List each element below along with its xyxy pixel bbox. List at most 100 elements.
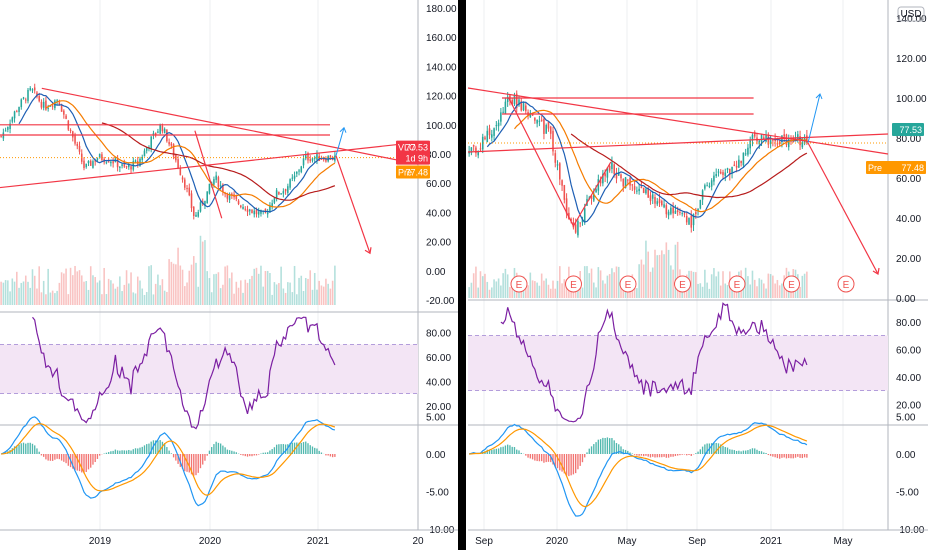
macd-histogram-bar <box>600 439 601 454</box>
candle <box>670 208 672 214</box>
volume-bar <box>56 291 58 305</box>
volume-bar <box>253 269 255 305</box>
volume-bar <box>761 280 763 298</box>
macd-histogram-bar <box>518 450 519 454</box>
candle <box>244 209 246 210</box>
macd-histogram-bar <box>204 454 205 461</box>
candle <box>663 204 665 207</box>
candle <box>523 103 525 110</box>
macd-histogram-bar <box>516 450 517 454</box>
macd-histogram-bar <box>43 454 44 457</box>
candle <box>157 132 159 133</box>
volume-bar <box>318 281 320 305</box>
volume-bar <box>756 286 758 298</box>
macd-histogram-bar <box>573 454 574 474</box>
volume-bar <box>482 276 484 298</box>
volume-bar <box>141 289 143 305</box>
candle <box>20 99 22 107</box>
candle <box>548 122 550 129</box>
macd-histogram-bar <box>763 452 764 454</box>
candle <box>502 112 504 113</box>
macd-histogram-bar <box>636 454 637 456</box>
volume-bar <box>27 282 29 305</box>
volume-bar <box>72 275 74 305</box>
macd-histogram-bar <box>638 454 639 456</box>
price-tag-value: 77.48 <box>405 167 428 177</box>
candle <box>79 146 81 152</box>
candle <box>643 188 645 193</box>
candle <box>101 154 103 160</box>
volume-bar <box>267 271 269 305</box>
macd-histogram-bar <box>117 450 118 454</box>
macd-histogram-bar <box>88 454 89 469</box>
macd-histogram-bar <box>505 445 506 454</box>
macd-histogram-bar <box>802 454 803 458</box>
macd-histogram-bar <box>56 454 57 459</box>
macd-histogram-bar <box>736 451 737 454</box>
candle <box>112 161 114 163</box>
volume-bar <box>18 288 20 305</box>
volume-bar <box>321 285 323 305</box>
candle <box>577 221 579 235</box>
volume-bar <box>144 295 146 305</box>
volume-bar <box>34 276 36 305</box>
volume-bar <box>29 288 31 305</box>
volume-bar <box>106 294 108 305</box>
macd-histogram-bar <box>50 454 51 461</box>
candle <box>242 207 244 209</box>
macd-histogram-bar <box>672 454 673 457</box>
candle <box>209 184 211 194</box>
macd-histogram-bar <box>307 443 308 454</box>
candle <box>700 200 702 208</box>
volume-bar <box>505 269 507 298</box>
earnings-marker-label: E <box>625 280 632 291</box>
candle <box>493 128 495 136</box>
volume-bar <box>180 266 182 305</box>
volume-bar <box>305 278 307 305</box>
macd-histogram-bar <box>108 452 109 454</box>
candle <box>736 166 738 168</box>
macd-histogram-bar <box>32 444 33 454</box>
candle <box>97 158 99 160</box>
candle <box>126 166 128 167</box>
volume-bar <box>0 282 2 305</box>
macd-histogram-bar <box>745 451 746 454</box>
macd-histogram-bar <box>793 454 794 458</box>
macd-histogram-bar <box>305 442 306 454</box>
volume-bar <box>695 272 697 298</box>
candle <box>584 208 586 221</box>
volume-bar <box>477 288 479 298</box>
candle <box>298 170 300 171</box>
price-tick-label: 100.00 <box>896 94 927 105</box>
macd-histogram-bar <box>779 454 780 459</box>
volume-bar <box>103 268 105 305</box>
macd-histogram-bar <box>119 451 120 454</box>
macd-histogram-bar <box>725 447 726 454</box>
candle <box>135 160 137 161</box>
candle <box>155 133 157 135</box>
macd-histogram-bar <box>97 454 98 459</box>
volume-bar <box>768 274 770 298</box>
candle <box>684 213 686 214</box>
macd-histogram-bar <box>500 447 501 454</box>
volume-bar <box>588 273 590 298</box>
candle <box>747 148 749 155</box>
volume-bar <box>276 284 278 305</box>
candle <box>334 156 336 161</box>
macd-histogram-bar <box>652 454 653 457</box>
volume-bar <box>52 291 54 305</box>
volume-bar <box>774 284 776 298</box>
candle <box>247 209 249 211</box>
volume-bar <box>804 274 806 298</box>
volume-bar <box>215 274 217 305</box>
macd-histogram-bar <box>95 454 96 462</box>
candle <box>110 162 112 164</box>
volume-bar <box>148 266 150 305</box>
volume-bar <box>240 280 242 305</box>
macd-histogram-bar <box>790 454 791 458</box>
volume-bar <box>258 274 260 305</box>
volume-bar <box>559 266 561 298</box>
macd-histogram-bar <box>734 450 735 454</box>
macd-histogram-bar <box>668 454 669 458</box>
volume-bar <box>722 271 724 298</box>
